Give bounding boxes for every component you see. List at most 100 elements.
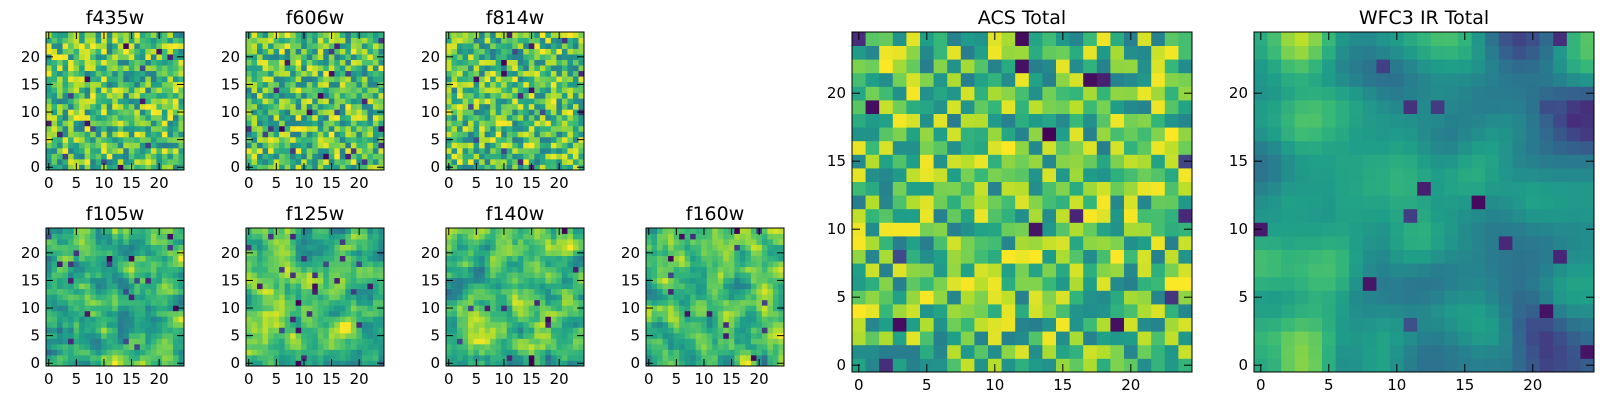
heatmap-cell	[84, 332, 91, 339]
heatmap-cell	[339, 109, 346, 116]
heatmap-cell	[150, 354, 157, 361]
heatmap-cell	[361, 32, 368, 38]
heatmap-cell	[161, 316, 168, 323]
heatmap-cell	[646, 321, 652, 328]
heatmap-cell	[306, 70, 313, 77]
heatmap-cell	[361, 305, 368, 312]
heatmap-cell	[350, 338, 357, 345]
heatmap-cell	[378, 239, 385, 245]
heatmap-cell	[750, 354, 757, 361]
heatmap-cell	[706, 294, 713, 301]
heatmap-cell	[361, 54, 368, 60]
heatmap-cell	[246, 354, 252, 361]
heatmap-cell	[378, 103, 385, 110]
heatmap-cell	[328, 305, 335, 312]
heatmap-cell	[1069, 304, 1084, 318]
heatmap-cell	[490, 327, 497, 334]
heatmap-cell	[550, 332, 557, 339]
heatmap-cell	[345, 360, 352, 367]
heatmap-cell	[284, 288, 291, 295]
heatmap-cell	[920, 317, 934, 332]
heatmap-cell	[988, 331, 1002, 346]
heatmap-cell	[79, 65, 86, 72]
heatmap-cell	[301, 299, 308, 306]
heatmap-cell	[767, 244, 774, 251]
heatmap-cell	[68, 294, 74, 301]
heatmap-cell	[534, 164, 541, 171]
heatmap-cell	[62, 305, 69, 312]
heatmap-cell	[257, 54, 263, 60]
heatmap-cell	[112, 288, 119, 295]
heatmap-cell	[651, 305, 658, 312]
heatmap-cell	[550, 114, 557, 121]
heatmap-cell	[506, 131, 513, 138]
heatmap-cell	[550, 147, 557, 154]
heatmap-cell	[473, 131, 480, 138]
heatmap-cell	[668, 305, 674, 312]
heatmap-cell	[273, 142, 280, 149]
heatmap-cell	[284, 277, 291, 284]
heatmap-cell	[51, 354, 58, 361]
heatmap-cell	[462, 239, 469, 245]
heatmap-cell	[865, 276, 880, 291]
heatmap-cell	[501, 125, 508, 132]
heatmap-cell	[1015, 236, 1030, 250]
heatmap-cell	[712, 354, 719, 361]
heatmap-cell	[550, 261, 557, 268]
heatmap-cell	[117, 153, 124, 160]
heatmap-cell	[479, 228, 486, 234]
heatmap-cell	[295, 147, 302, 154]
heatmap-cell	[723, 250, 730, 256]
heatmap-cell	[79, 283, 86, 290]
heatmap-cell	[550, 32, 557, 38]
heatmap-cell	[268, 272, 274, 279]
heatmap-cell	[84, 233, 91, 240]
heatmap-cell	[468, 120, 474, 127]
heatmap-cell	[150, 164, 157, 171]
heatmap-cell	[150, 321, 157, 328]
heatmap-cell	[756, 244, 763, 251]
heatmap-cell	[479, 158, 486, 165]
heatmap-cell	[473, 114, 480, 121]
heatmap-cell	[84, 316, 91, 323]
heatmap-cell	[350, 114, 357, 121]
heatmap-cell	[534, 48, 541, 55]
heatmap-cell	[301, 81, 308, 88]
heatmap-cell	[578, 87, 585, 94]
heatmap-cell	[988, 290, 1002, 305]
heatmap-cell	[284, 244, 291, 251]
heatmap-cell	[879, 358, 894, 373]
heatmap-cell	[167, 316, 174, 323]
heatmap-cell	[739, 360, 746, 367]
heatmap-cell	[46, 261, 52, 268]
heatmap-cell	[251, 261, 258, 268]
heatmap-cell	[446, 70, 452, 77]
heatmap-cell	[745, 332, 752, 339]
heatmap-cell	[128, 43, 135, 49]
heatmap-cell	[372, 32, 379, 38]
heatmap-cell	[257, 305, 263, 312]
heatmap-cell	[473, 261, 480, 268]
heatmap-cell	[567, 59, 574, 66]
heatmap-cell	[701, 272, 708, 279]
heatmap-cell	[295, 142, 302, 149]
heatmap-cell	[323, 321, 330, 328]
heatmap-cell	[479, 48, 486, 55]
heatmap-cell	[312, 164, 319, 171]
heatmap-cell	[312, 360, 319, 367]
heatmap-cell	[268, 76, 274, 83]
heatmap-cell	[679, 272, 686, 279]
heatmap-cell	[906, 168, 921, 182]
heatmap-cell	[328, 120, 335, 127]
heatmap-cell	[561, 316, 568, 323]
heatmap-cell	[701, 283, 708, 290]
heatmap-cell	[328, 266, 335, 273]
heatmap-cell	[345, 37, 352, 44]
heatmap-cell	[106, 233, 113, 240]
heatmap-cell	[879, 290, 894, 305]
heatmap-cell	[290, 239, 297, 245]
heatmap-cell	[95, 147, 102, 154]
heatmap-cell	[728, 316, 735, 323]
heatmap-cell	[1178, 249, 1193, 264]
heatmap-cell	[684, 338, 691, 345]
